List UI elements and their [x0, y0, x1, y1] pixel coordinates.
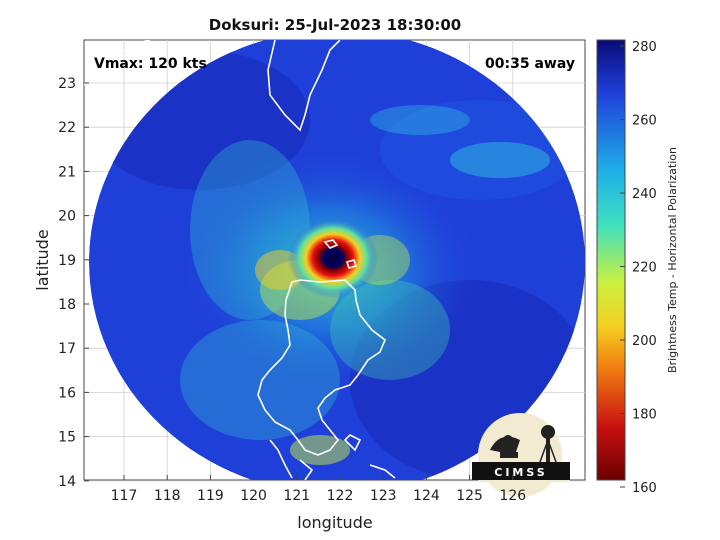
y-tick-label: 15 [58, 430, 76, 446]
coastlines [84, 40, 396, 480]
x-tick-label: 118 [154, 488, 181, 504]
x-axis-ticks: 117 118 119 120 121 122 123 124 125 126 [111, 475, 526, 504]
logo-text: CIMSS [494, 466, 547, 479]
figure-title: Doksuri: 25-Jul-2023 18:30:00 [209, 16, 461, 34]
x-tick-label: 126 [499, 488, 526, 504]
y-tick-label: 14 [58, 474, 76, 490]
y-tick-label: 16 [58, 385, 76, 401]
y-tick-label: 20 [58, 209, 76, 225]
x-tick-label: 120 [240, 488, 267, 504]
x-tick-label: 117 [111, 488, 138, 504]
vmax-label: Vmax: 120 kts [94, 56, 207, 72]
x-tick-label: 123 [370, 488, 397, 504]
y-axis-label: latitude [33, 229, 52, 290]
colorbar-tick-label: 240 [632, 187, 657, 202]
y-tick-label: 17 [58, 341, 76, 357]
x-tick-label: 124 [413, 488, 440, 504]
colorbar-label: Brightness Temp - Horizontal Polarizatio… [666, 147, 679, 373]
colorbar-tick-label: 160 [632, 481, 657, 496]
microwave-swath-image [89, 40, 585, 480]
x-tick-label: 125 [456, 488, 483, 504]
colorbar-tick-label: 260 [632, 114, 657, 129]
y-axis-ticks: 23 22 21 20 19 18 17 16 15 14 [58, 76, 89, 490]
colorbar [596, 39, 626, 481]
x-axis-label: longitude [297, 513, 372, 532]
cimss-logo: CIMSS [472, 413, 570, 497]
time-away-label: 00:35 away [485, 56, 575, 72]
colorbar-tick-label: 220 [632, 261, 657, 276]
x-tick-label: 119 [197, 488, 224, 504]
colorbar-ticks: 280 260 240 220 200 180 160 [620, 40, 657, 496]
colorbar-tick-label: 280 [632, 40, 657, 55]
x-tick-label: 121 [283, 488, 310, 504]
x-tick-label: 122 [327, 488, 354, 504]
colorbar-tick-label: 180 [632, 408, 657, 423]
y-tick-label: 19 [58, 253, 76, 269]
y-tick-label: 23 [58, 76, 76, 92]
colorbar-tick-label: 200 [632, 334, 657, 349]
y-tick-label: 22 [58, 120, 76, 136]
y-tick-label: 18 [58, 297, 76, 313]
y-tick-label: 21 [58, 164, 76, 180]
